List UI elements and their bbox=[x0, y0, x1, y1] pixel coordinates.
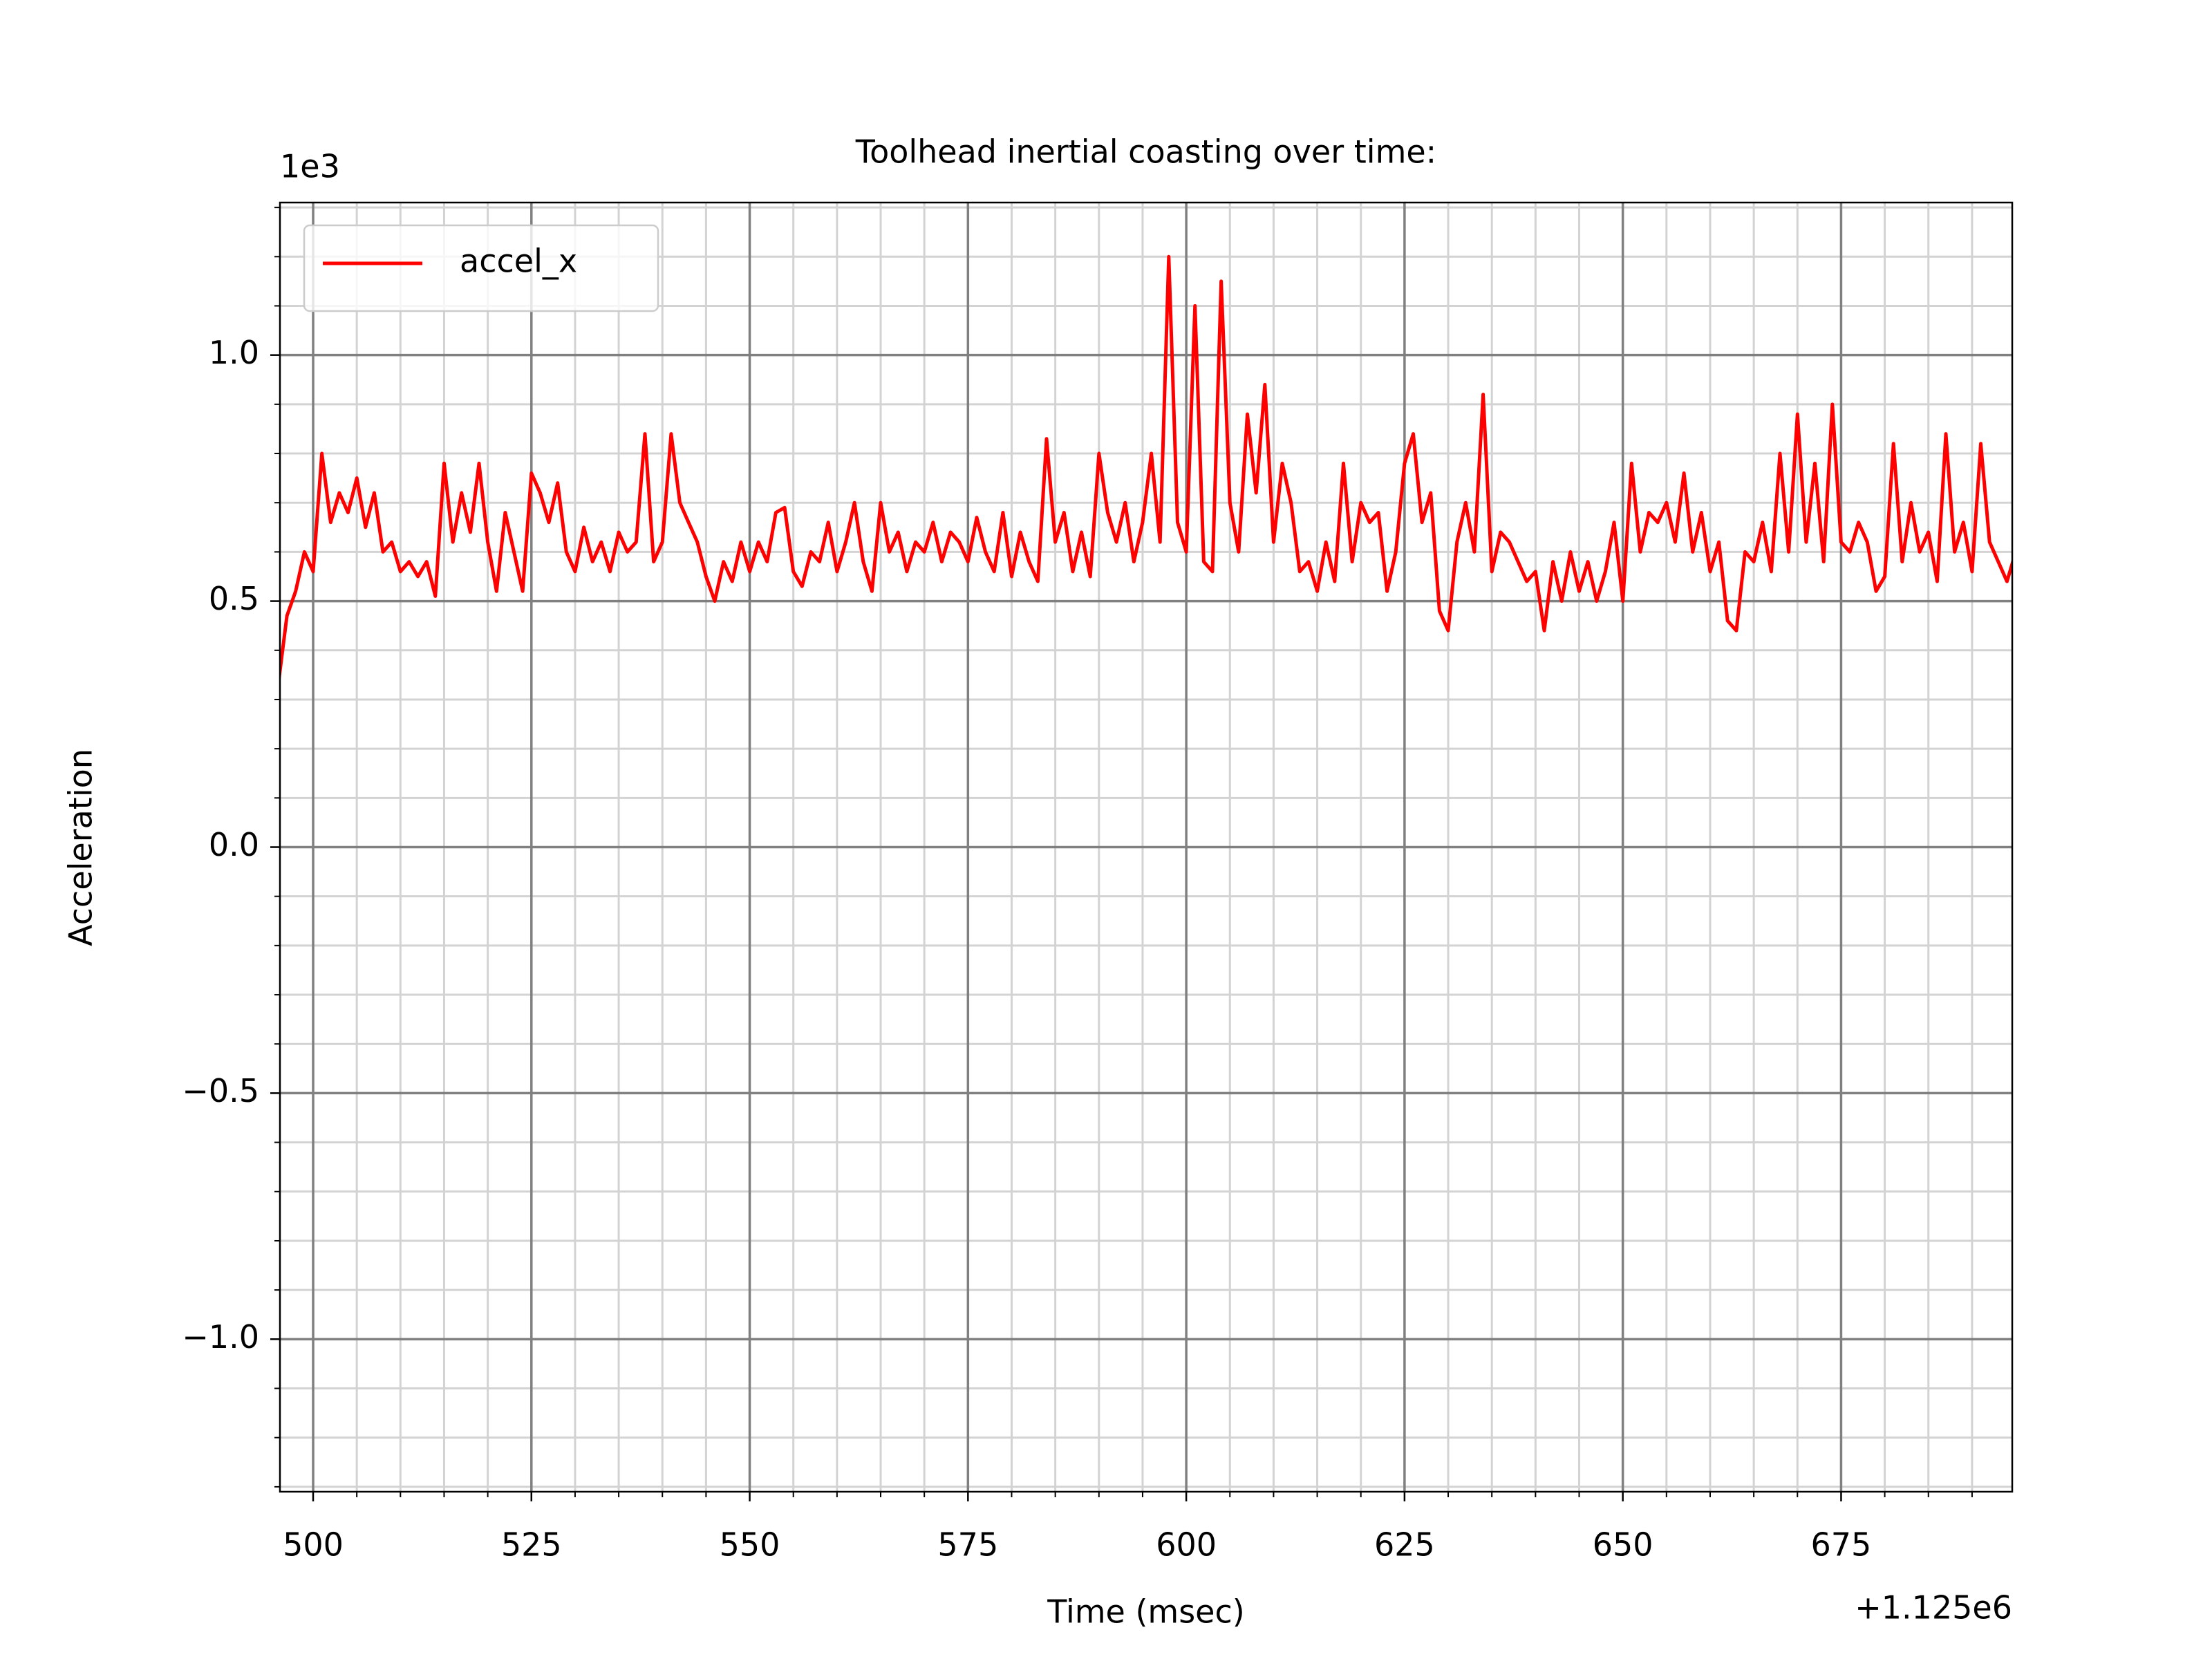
grid bbox=[280, 203, 2012, 1492]
data-line bbox=[280, 254, 2012, 685]
y-offset-label: 1e3 bbox=[280, 148, 340, 185]
x-tick-label: 675 bbox=[1811, 1526, 1872, 1564]
x-tick-label: 575 bbox=[937, 1526, 998, 1564]
y-tick-label: 0.0 bbox=[209, 826, 259, 863]
legend-label: accel_x bbox=[460, 243, 577, 280]
y-tick-label: −1.0 bbox=[182, 1318, 259, 1356]
chart-title: Toolhead inertial coasting over time: bbox=[855, 133, 1436, 171]
y-tick-label: 0.5 bbox=[209, 580, 259, 617]
x-tick-label: 625 bbox=[1374, 1526, 1435, 1564]
x-tick-label: 525 bbox=[501, 1526, 562, 1564]
plot-area bbox=[280, 254, 2012, 685]
x-axis-label: Time (msec) bbox=[1047, 1593, 1244, 1631]
x-offset-label: +1.125e6 bbox=[1855, 1589, 2012, 1627]
legend-box bbox=[303, 224, 659, 312]
y-axis-label: Acceleration bbox=[62, 749, 100, 946]
y-tick-label: 1.0 bbox=[209, 334, 259, 371]
x-tick-label: 600 bbox=[1156, 1526, 1217, 1564]
x-tick-label: 650 bbox=[1593, 1526, 1653, 1564]
y-tick-label: −0.5 bbox=[182, 1072, 259, 1109]
x-tick-label: 500 bbox=[283, 1526, 344, 1564]
legend: accel_x bbox=[303, 224, 659, 312]
ticks: 500 525 550 575 600 625 650 675 −1.0 −0.5 0.0 0.5 1.… bbox=[182, 207, 1973, 1564]
x-tick-label: 550 bbox=[720, 1526, 780, 1564]
